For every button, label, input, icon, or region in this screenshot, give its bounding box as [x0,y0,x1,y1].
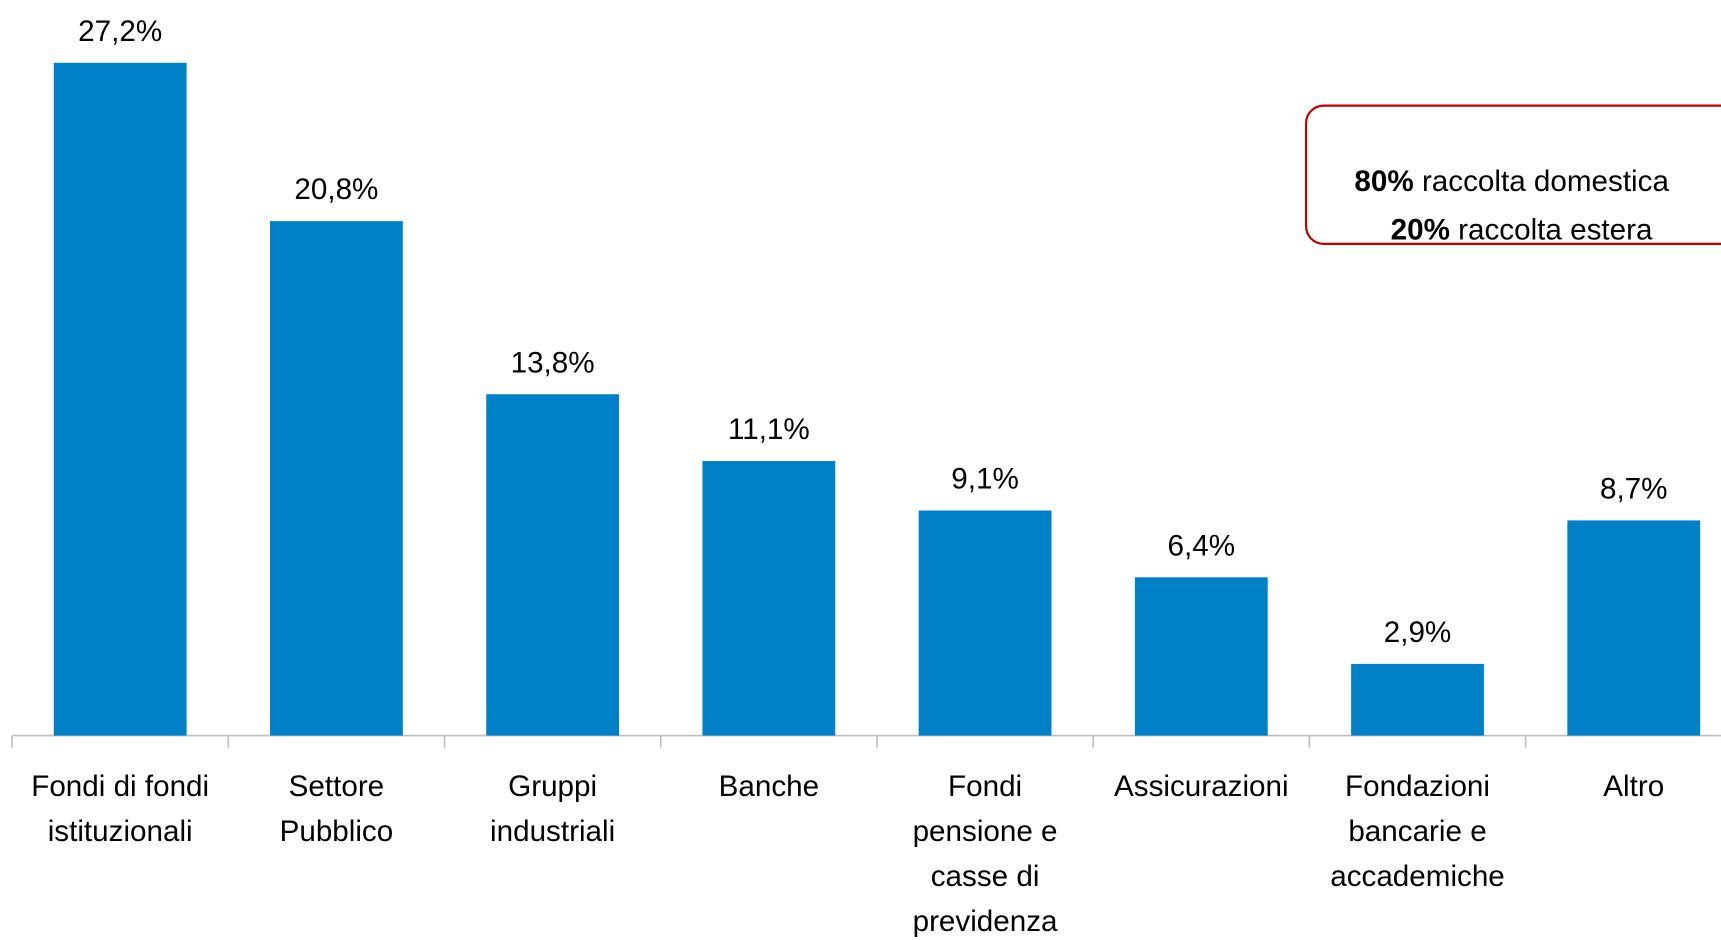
x-tick-label: Assicurazioni [1114,770,1289,803]
annotation: 20% raccolta estera [1391,214,1653,247]
data-label: 2,9% [1384,616,1452,649]
data-label: 6,4% [1168,529,1236,562]
bar [1567,520,1701,736]
data-label: 27,2% [78,15,162,48]
bar [270,221,403,736]
x-tick-label: Fondazioni bancarie e accademiche [1330,770,1505,893]
bar [702,461,836,736]
bar [1134,577,1268,736]
annotation-box [1305,104,1721,245]
x-tick-label: Banche [719,770,819,803]
x-tick-label: Settore Pubblico [280,770,394,848]
bar [53,62,187,736]
annotation-text: raccolta domestica [1422,165,1670,198]
data-label: 8,7% [1600,472,1668,505]
annotation-value: 20% [1391,214,1450,247]
x-tick-label: Altro [1603,770,1664,803]
annotation-text: raccolta estera [1458,214,1653,247]
data-label: 20,8% [294,173,378,206]
x-tick-label: Gruppi industriali [490,770,615,848]
data-label: 11,1% [728,413,810,446]
bar [918,510,1052,736]
bar [1351,663,1484,736]
bar [486,394,620,736]
x-tick-label: Fondi di fondi istituzionali [31,770,209,848]
data-label: 13,8% [511,346,595,379]
x-tick-label: Fondi pensione e casse di previdenza [913,770,1058,938]
annotation-value: 80% [1354,165,1413,198]
annotation: 80% raccolta domestica [1354,165,1669,198]
data-label: 9,1% [951,463,1019,496]
